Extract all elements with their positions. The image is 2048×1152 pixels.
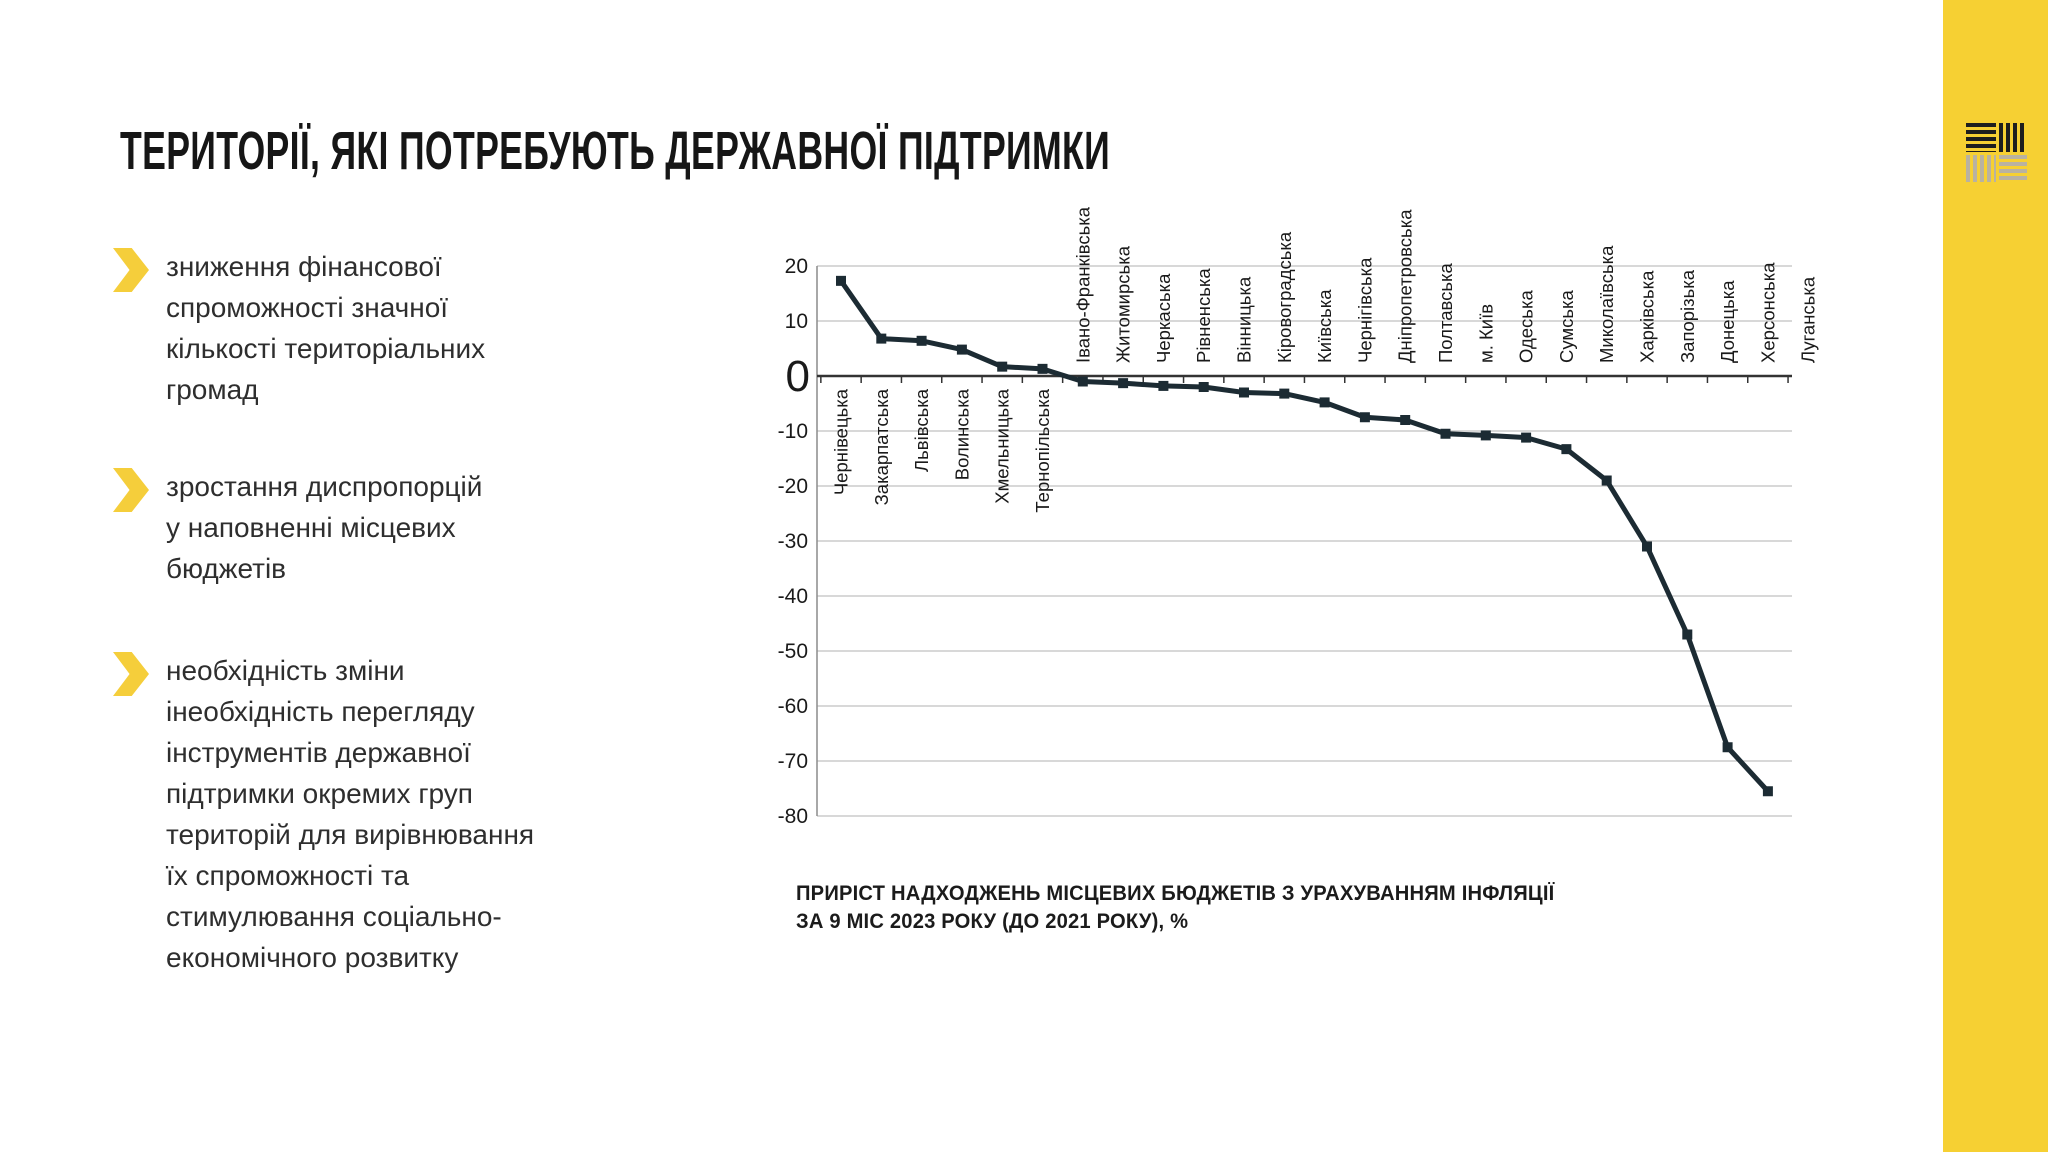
category-label: м. Київ bbox=[1475, 304, 1496, 363]
category-label: Чернівецька bbox=[831, 388, 852, 495]
data-marker bbox=[1480, 430, 1491, 441]
category-label: Донецька bbox=[1717, 280, 1738, 363]
category-label: Сумська bbox=[1556, 289, 1577, 363]
y-tick-label: -20 bbox=[778, 475, 808, 498]
data-marker bbox=[1521, 432, 1532, 443]
data-marker bbox=[997, 361, 1008, 372]
data-marker bbox=[836, 275, 846, 286]
data-line bbox=[838, 278, 1771, 794]
chevron-right-icon bbox=[113, 248, 149, 292]
brand-sidebar bbox=[1943, 0, 2048, 1152]
category-label: Київська bbox=[1314, 289, 1335, 363]
category-label: Кіровоградська bbox=[1274, 231, 1295, 363]
logo-quadrant-vertical-black bbox=[1999, 123, 2027, 152]
category-label: Тернопільська bbox=[1032, 388, 1053, 512]
category-label: Івано-Франківська bbox=[1072, 206, 1093, 363]
category-label: Дніпропетровська bbox=[1395, 209, 1416, 363]
data-marker bbox=[876, 333, 887, 344]
y-tick-label: -80 bbox=[778, 805, 808, 828]
y-tick-label: -70 bbox=[778, 750, 808, 773]
category-label: Одеська bbox=[1516, 290, 1537, 363]
brand-logo-icon bbox=[1966, 123, 2027, 182]
data-marker bbox=[1319, 397, 1330, 408]
chart-caption: ПРИРІСТ НАДХОДЖЕНЬ МІСЦЕВИХ БЮДЖЕТІВ З У… bbox=[796, 882, 1555, 933]
category-label: Львівська bbox=[911, 388, 932, 472]
page-title: ТЕРИТОРІЇ, ЯКІ ПОТРЕБУЮТЬ ДЕРЖАВНОЇ ПІДТ… bbox=[120, 121, 1111, 182]
bullet-text-3: необхідність зміни інеобхідність перегля… bbox=[166, 655, 535, 973]
bullet-item-1: зниження фінансової спроможності значної… bbox=[113, 246, 485, 410]
category-label: Луганська bbox=[1798, 276, 1819, 363]
category-label: Житомирська bbox=[1113, 245, 1134, 363]
data-marker bbox=[1118, 378, 1129, 389]
data-marker bbox=[1239, 387, 1249, 398]
y-tick-label: -60 bbox=[778, 695, 808, 718]
category-label: Хмельницька bbox=[992, 388, 1013, 503]
data-marker bbox=[1561, 444, 1572, 455]
data-marker bbox=[916, 335, 927, 346]
data-marker bbox=[1722, 742, 1733, 753]
bullet-item-2: зростання диспропорцій у наповненні місц… bbox=[113, 466, 482, 589]
category-label: Вінницька bbox=[1234, 276, 1255, 363]
y-tick-label: -10 bbox=[778, 420, 808, 443]
logo-quadrant-horizontal-black bbox=[1966, 123, 1996, 152]
bullet-text-2: зростання диспропорцій у наповненні місц… bbox=[166, 471, 483, 584]
data-marker bbox=[1077, 376, 1088, 387]
category-label: Рівненська bbox=[1193, 268, 1214, 363]
data-marker bbox=[1198, 382, 1209, 392]
category-label: Чернігівська bbox=[1354, 257, 1375, 363]
data-marker bbox=[1400, 415, 1411, 425]
category-label: Херсонська bbox=[1757, 262, 1778, 363]
data-marker bbox=[956, 344, 967, 355]
data-marker bbox=[1279, 388, 1290, 399]
category-label: Волинська bbox=[951, 388, 972, 480]
y-tick-label: 10 bbox=[785, 310, 808, 333]
bullet-text-1: зниження фінансової спроможності значної… bbox=[166, 251, 486, 405]
bullet-item-3: необхідність зміни інеобхідність перегля… bbox=[113, 650, 534, 978]
chevron-right-icon bbox=[113, 468, 149, 512]
data-marker bbox=[1601, 475, 1612, 486]
y-tick-label: -50 bbox=[778, 640, 808, 663]
data-marker bbox=[1762, 786, 1773, 797]
data-marker bbox=[1440, 428, 1451, 439]
category-label: Полтавська bbox=[1435, 262, 1456, 363]
y-zero-label: 0 bbox=[786, 352, 810, 401]
category-label: Закарпатська bbox=[871, 388, 892, 505]
y-tick-label: 20 bbox=[785, 255, 808, 278]
data-marker bbox=[1682, 629, 1693, 640]
data-marker bbox=[1359, 412, 1370, 423]
y-tick-label: -40 bbox=[778, 585, 808, 608]
category-label: Черкаська bbox=[1153, 273, 1174, 363]
category-label: Харківська bbox=[1637, 270, 1658, 363]
budget-growth-line-chart: -80 -70 -60 -50 -40 -30 -20 -10 10 20 0 Чернівецька… bbox=[770, 190, 1860, 890]
category-label: Миколаївська bbox=[1596, 245, 1617, 363]
chart-canvas: -80 -70 -60 -50 -40 -30 -20 -10 10 20 0 Чернівецька… bbox=[778, 206, 1819, 828]
logo-quadrant-vertical-gray bbox=[1966, 155, 1996, 182]
y-tick-label: -30 bbox=[778, 530, 808, 553]
logo-quadrant-horizontal-gray bbox=[1999, 155, 2027, 182]
data-marker bbox=[1037, 363, 1048, 374]
data-marker bbox=[1158, 380, 1169, 391]
chevron-right-icon bbox=[113, 652, 149, 696]
category-label: Запорізька bbox=[1677, 269, 1698, 363]
data-marker bbox=[1642, 541, 1652, 552]
